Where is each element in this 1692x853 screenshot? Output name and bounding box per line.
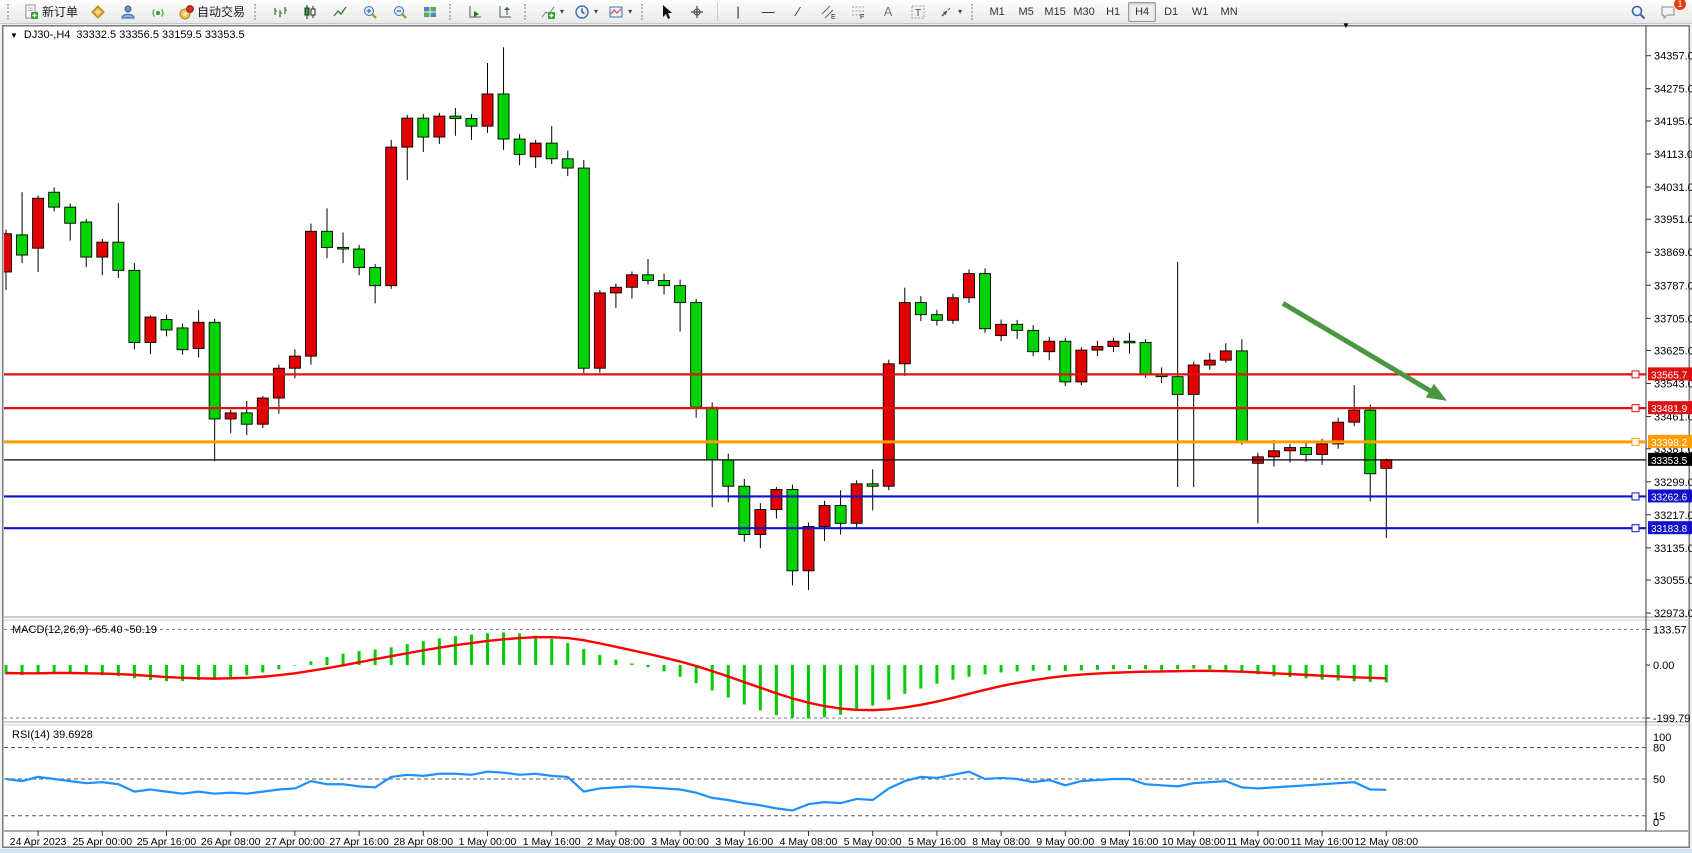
dropdown-caret: ▾: [628, 7, 633, 16]
fibonacci-icon: F: [852, 6, 864, 20]
gold-seal-icon: [91, 4, 105, 19]
auto-trading-icon: [179, 4, 194, 19]
horizontal-line-tool-button[interactable]: —: [754, 1, 782, 23]
tile-windows-icon: [424, 6, 437, 17]
dropdown-caret: ▾: [560, 7, 565, 16]
main-toolbar: 新订单 自动交易 ▾ ▾: [0, 0, 1692, 24]
toolbar-grip[interactable]: [641, 3, 648, 20]
cursor-tool-button[interactable]: [653, 1, 681, 23]
timeframe-m15[interactable]: M15: [1044, 5, 1066, 18]
text-label-icon: T: [911, 5, 925, 19]
search-button[interactable]: [1624, 1, 1652, 23]
timeframe-m5[interactable]: M5: [1018, 5, 1034, 18]
new-order-icon: [25, 4, 38, 19]
text-icon: A: [883, 4, 893, 19]
timeframe-mn[interactable]: MN: [1220, 5, 1238, 18]
chart-window[interactable]: [2, 25, 1690, 848]
bar-chart-mode-button[interactable]: [266, 1, 294, 23]
auto-scroll-button[interactable]: [461, 1, 489, 23]
zoom-out-button[interactable]: [386, 1, 414, 23]
trendline-icon: ∕: [796, 4, 800, 19]
signals-button[interactable]: [144, 1, 172, 23]
timeframe-d1[interactable]: D1: [1164, 5, 1179, 18]
vline-icon: |: [736, 4, 740, 19]
auto-scroll-icon: [469, 5, 482, 17]
chart-title: ▼ DJ30-,H4 33332.5 33356.5 33159.5 33353…: [10, 29, 245, 41]
rsi-header: RSI(14) 39.6928: [12, 729, 93, 741]
chart-ohlc-readout: 33332.5 33356.5 33159.5 33353.5: [76, 29, 245, 41]
channel-icon: E: [821, 5, 836, 20]
toolbar-grip[interactable]: [7, 3, 14, 20]
toolbar-grip[interactable]: [254, 3, 261, 20]
auto-trading-label: 自动交易: [197, 5, 246, 19]
add-indicator-icon: [541, 6, 556, 19]
history-center-button[interactable]: [84, 1, 112, 23]
periods-button[interactable]: ▾: [570, 1, 602, 23]
dropdown-caret: ▾: [594, 7, 599, 16]
auto-trading-button[interactable]: 自动交易: [174, 1, 249, 23]
profile-icon: [121, 5, 135, 18]
toolbar-separator: [717, 2, 719, 21]
zoom-in-icon: [364, 5, 377, 19]
candle-chart-mode-button[interactable]: [296, 1, 324, 23]
zoom-in-button[interactable]: [356, 1, 384, 23]
text-tool-button[interactable]: A: [874, 1, 902, 23]
timeframe-m30[interactable]: M30: [1073, 5, 1095, 18]
line-chart-icon: [333, 6, 347, 16]
timeframe-h4[interactable]: H4: [1128, 1, 1157, 22]
svg-text:F: F: [860, 14, 864, 20]
window-marker-icon[interactable]: ▼: [1342, 21, 1350, 30]
profile-button[interactable]: [114, 1, 142, 23]
new-order-button[interactable]: 新订单: [19, 1, 82, 23]
trendline-tool-button[interactable]: ∕: [784, 1, 812, 23]
bar-chart-icon: [274, 6, 288, 17]
crosshair-tool-button[interactable]: [683, 1, 711, 23]
timeframe-h1[interactable]: H1: [1106, 5, 1121, 18]
dropdown-caret: ▾: [958, 7, 963, 16]
timeframe-m1[interactable]: M1: [989, 5, 1005, 18]
indicators-button[interactable]: ▾: [536, 1, 568, 23]
macd-header: MACD(12,26,9) -65.40 -50.19: [12, 624, 157, 636]
window-bottom-strip: [0, 849, 1692, 853]
notification-badge: 1: [1673, 0, 1687, 11]
timeframe-group: M1 M5 M15 M30 H1 H4 D1 W1 MN: [983, 1, 1243, 22]
chart-collapse-icon[interactable]: ▼: [10, 30, 18, 40]
search-icon: [1631, 5, 1646, 19]
candlestick-icon: [304, 4, 316, 19]
new-order-label: 新订单: [42, 5, 79, 19]
channel-tool-button[interactable]: E: [814, 1, 842, 23]
arrows-tool-button[interactable]: ▾: [934, 1, 966, 23]
arrows-icon: [941, 7, 951, 16]
chart-symbol-period: DJ30-,H4: [23, 29, 71, 41]
templates-button[interactable]: ▾: [604, 1, 636, 23]
chart-shift-icon: [499, 5, 512, 17]
vertical-line-tool-button[interactable]: |: [724, 1, 752, 23]
template-icon: [609, 6, 623, 17]
fibonacci-tool-button[interactable]: F: [844, 1, 872, 23]
crosshair-icon: [691, 5, 704, 18]
toolbar-grip[interactable]: [524, 3, 531, 20]
notifications-button[interactable]: 1: [1654, 0, 1687, 23]
toolbar-grip[interactable]: [449, 3, 456, 20]
toolbar-grip[interactable]: [971, 3, 978, 20]
svg-text:T: T: [915, 8, 921, 19]
line-chart-mode-button[interactable]: [326, 1, 354, 23]
zoom-out-icon: [394, 5, 407, 19]
clock-icon: [575, 4, 589, 19]
signal-icon: [152, 8, 164, 17]
text-label-tool-button[interactable]: T: [904, 1, 932, 23]
svg-text:E: E: [831, 14, 836, 20]
hline-icon: —: [761, 4, 775, 19]
timeframe-w1[interactable]: W1: [1191, 5, 1209, 18]
cursor-icon: [663, 4, 673, 19]
tile-windows-button[interactable]: [416, 1, 444, 23]
chart-shift-button[interactable]: [491, 1, 519, 23]
